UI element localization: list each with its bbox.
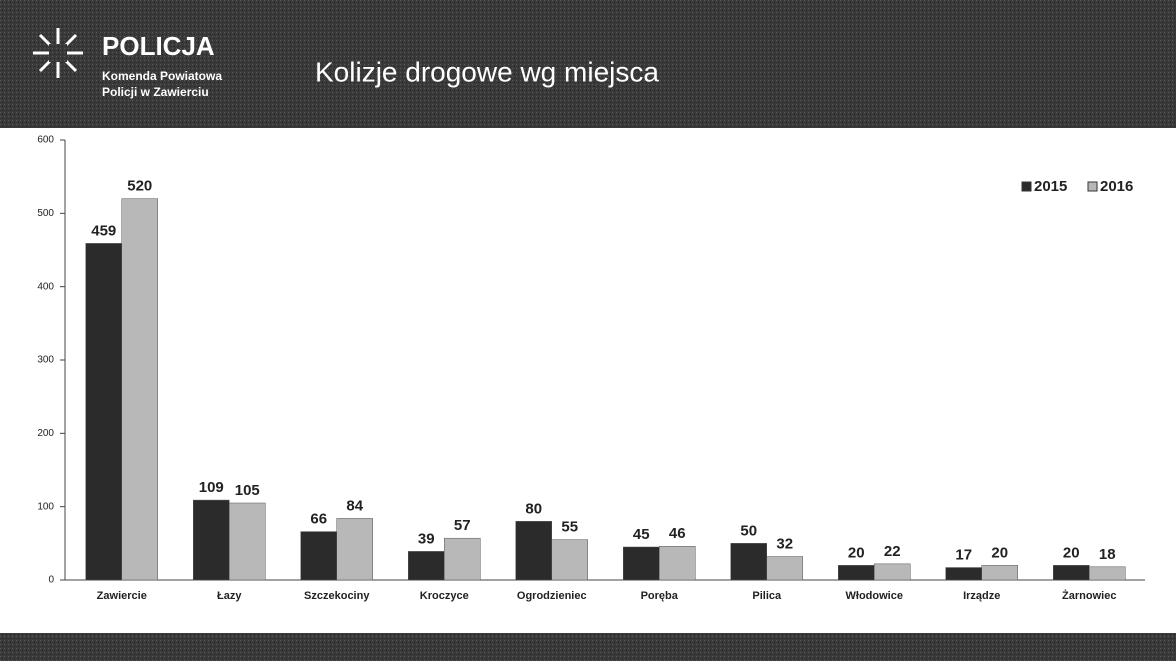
legend-label: 2015 [1034,178,1067,195]
value-label: 55 [561,519,578,536]
bar [551,539,588,581]
value-label: 20 [1063,544,1080,561]
bar [981,565,1018,581]
value-label: 32 [776,536,793,553]
value-label: 45 [633,526,650,543]
bar [766,556,803,581]
bar [85,243,122,581]
bar [1089,566,1126,581]
bar [945,567,982,581]
legend-swatch [1087,181,1098,192]
x-tick-label: Irządze [963,590,1000,602]
value-label: 520 [127,178,152,195]
x-tick-label: Włodowice [846,590,903,602]
bar [121,198,158,581]
value-label: 18 [1099,546,1116,563]
value-label: 109 [199,479,224,496]
bar [838,565,875,581]
x-tick-label: Ogrodzieniec [517,590,587,602]
bar [874,563,911,581]
brand-line: Komenda Powiatowa [102,69,222,83]
y-tick-label: 600 [37,135,54,146]
value-label: 50 [740,522,757,539]
footer-band [0,633,1176,661]
x-tick-label: Żarnowiec [1062,589,1116,602]
bar [730,543,767,581]
bar [623,546,660,581]
y-tick-label: 100 [37,501,54,512]
x-tick-label: Zawiercie [97,590,147,602]
value-label: 22 [884,543,901,560]
value-label: 46 [669,525,686,542]
chart-title: Kolizje drogowe wg miejsca [315,56,659,87]
y-tick-label: 200 [37,428,54,439]
x-tick-label: Kroczyce [420,590,469,602]
value-label: 84 [346,497,363,514]
legend-label: 2016 [1100,178,1133,195]
bar [444,537,481,581]
value-label: 57 [454,517,471,534]
bar [1053,565,1090,581]
bar [193,499,230,581]
legend-swatch [1021,181,1032,192]
header-band [0,0,1176,128]
value-label: 17 [955,547,972,564]
value-label: 105 [235,482,260,499]
bar [300,531,337,581]
bar [229,502,266,581]
value-label: 39 [418,530,435,547]
y-tick-label: 0 [48,575,54,586]
value-label: 20 [848,544,865,561]
value-label: 80 [525,500,542,517]
x-tick-label: Szczekociny [304,590,370,602]
value-label: 20 [991,544,1008,561]
value-label: 66 [310,511,327,528]
logo [33,28,83,78]
y-tick-label: 400 [37,281,54,292]
brand-line: Policji w Zawierciu [102,85,209,99]
brand: POLICJA [102,31,215,61]
value-label: 459 [91,222,116,239]
y-tick-label: 500 [37,208,54,219]
bar [408,551,445,581]
x-tick-label: Pilica [752,590,782,602]
x-tick-label: Łazy [217,590,242,602]
bar [515,521,552,581]
bar [659,546,696,581]
x-tick-label: Poręba [641,590,679,602]
y-tick-label: 300 [37,355,54,366]
bar [336,518,373,581]
